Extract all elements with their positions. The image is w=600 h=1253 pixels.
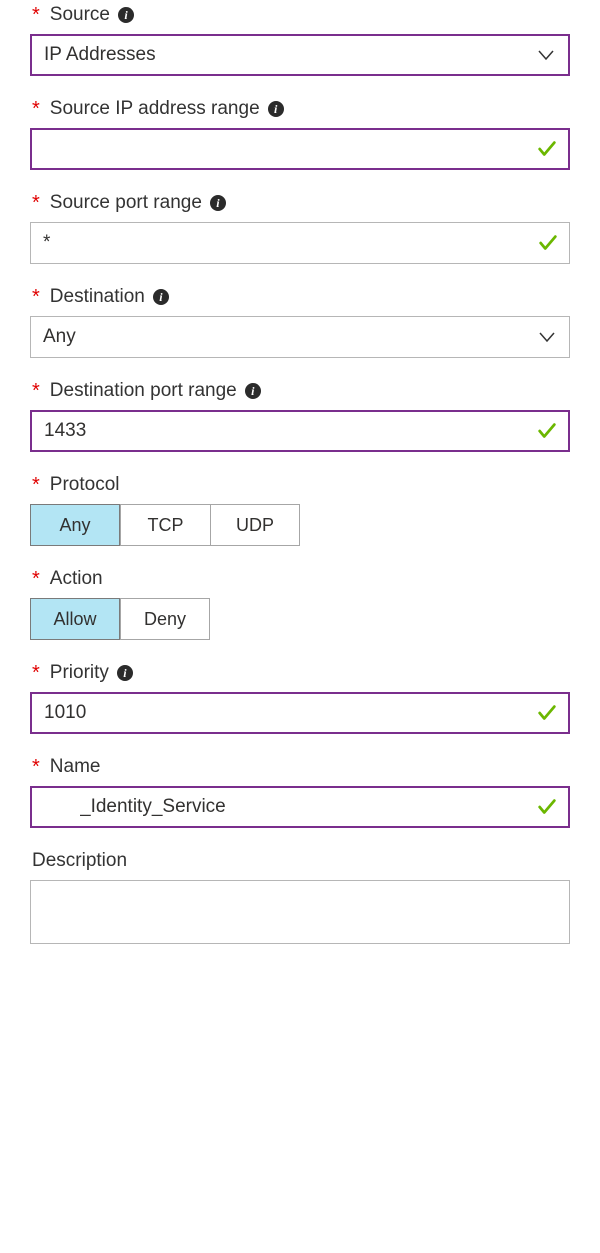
label-row: * Source IP address range i — [30, 98, 570, 120]
check-icon — [536, 420, 558, 442]
source-ip-range-input[interactable] — [30, 128, 570, 170]
destination-select[interactable]: Any — [30, 316, 570, 358]
label-row: * Destination port range i — [30, 380, 570, 402]
dest-port-range-value: 1433 — [44, 420, 528, 442]
source-ip-range-label: Source IP address range — [50, 98, 260, 120]
dest-port-range-label: Destination port range — [50, 380, 237, 402]
action-label: Action — [50, 568, 103, 590]
label-row: * Name — [30, 756, 570, 778]
source-port-range-input[interactable]: * — [30, 222, 570, 264]
required-marker: * — [32, 569, 40, 589]
destination-label: Destination — [50, 286, 145, 308]
field-dest-port-range: * Destination port range i 1433 — [30, 380, 570, 452]
field-priority: * Priority i 1010 — [30, 662, 570, 734]
field-name: * Name _Identity_Service — [30, 756, 570, 828]
protocol-option-tcp[interactable]: TCP — [120, 504, 210, 546]
source-select[interactable]: IP Addresses — [30, 34, 570, 76]
label-row: * Source port range i — [30, 192, 570, 214]
info-icon[interactable]: i — [117, 665, 133, 681]
description-input[interactable] — [30, 880, 570, 944]
field-source-ip-range: * Source IP address range i — [30, 98, 570, 170]
protocol-label: Protocol — [50, 474, 120, 496]
label-row: * Action — [30, 568, 570, 590]
required-marker: * — [32, 757, 40, 777]
source-port-range-value: * — [43, 232, 529, 254]
field-source-port-range: * Source port range i * — [30, 192, 570, 264]
field-action: * Action Allow Deny — [30, 568, 570, 640]
info-icon[interactable]: i — [245, 383, 261, 399]
required-marker: * — [32, 5, 40, 25]
label-row: * Priority i — [30, 662, 570, 684]
label-row: * Source i — [30, 4, 570, 26]
security-rule-form: * Source i IP Addresses * Source IP addr… — [0, 4, 600, 974]
protocol-option-any[interactable]: Any — [30, 504, 120, 546]
check-icon — [536, 138, 558, 160]
dest-port-range-input[interactable]: 1433 — [30, 410, 570, 452]
priority-value: 1010 — [44, 702, 528, 724]
required-marker: * — [32, 381, 40, 401]
info-icon[interactable]: i — [118, 7, 134, 23]
protocol-option-udp[interactable]: UDP — [210, 504, 300, 546]
destination-value: Any — [43, 326, 529, 348]
action-option-deny[interactable]: Deny — [120, 598, 210, 640]
protocol-group: Any TCP UDP — [30, 504, 570, 546]
label-row: Description — [30, 850, 570, 872]
check-icon — [536, 702, 558, 724]
action-group: Allow Deny — [30, 598, 570, 640]
required-marker: * — [32, 193, 40, 213]
chevron-down-icon — [537, 327, 557, 347]
info-icon[interactable]: i — [268, 101, 284, 117]
check-icon — [536, 796, 558, 818]
label-row: * Protocol — [30, 474, 570, 496]
action-option-allow[interactable]: Allow — [30, 598, 120, 640]
label-row: * Destination i — [30, 286, 570, 308]
field-description: Description — [30, 850, 570, 944]
field-source: * Source i IP Addresses — [30, 4, 570, 76]
required-marker: * — [32, 287, 40, 307]
source-value: IP Addresses — [44, 44, 528, 66]
field-protocol: * Protocol Any TCP UDP — [30, 474, 570, 546]
priority-input[interactable]: 1010 — [30, 692, 570, 734]
name-label: Name — [50, 756, 101, 778]
name-value: _Identity_Service — [80, 796, 528, 818]
chevron-down-icon — [536, 45, 556, 65]
info-icon[interactable]: i — [210, 195, 226, 211]
required-marker: * — [32, 99, 40, 119]
description-label: Description — [32, 850, 127, 872]
name-input[interactable]: _Identity_Service — [30, 786, 570, 828]
source-label: Source — [50, 4, 110, 26]
priority-label: Priority — [50, 662, 109, 684]
check-icon — [537, 232, 559, 254]
required-marker: * — [32, 663, 40, 683]
source-port-range-label: Source port range — [50, 192, 202, 214]
info-icon[interactable]: i — [153, 289, 169, 305]
required-marker: * — [32, 475, 40, 495]
field-destination: * Destination i Any — [30, 286, 570, 358]
